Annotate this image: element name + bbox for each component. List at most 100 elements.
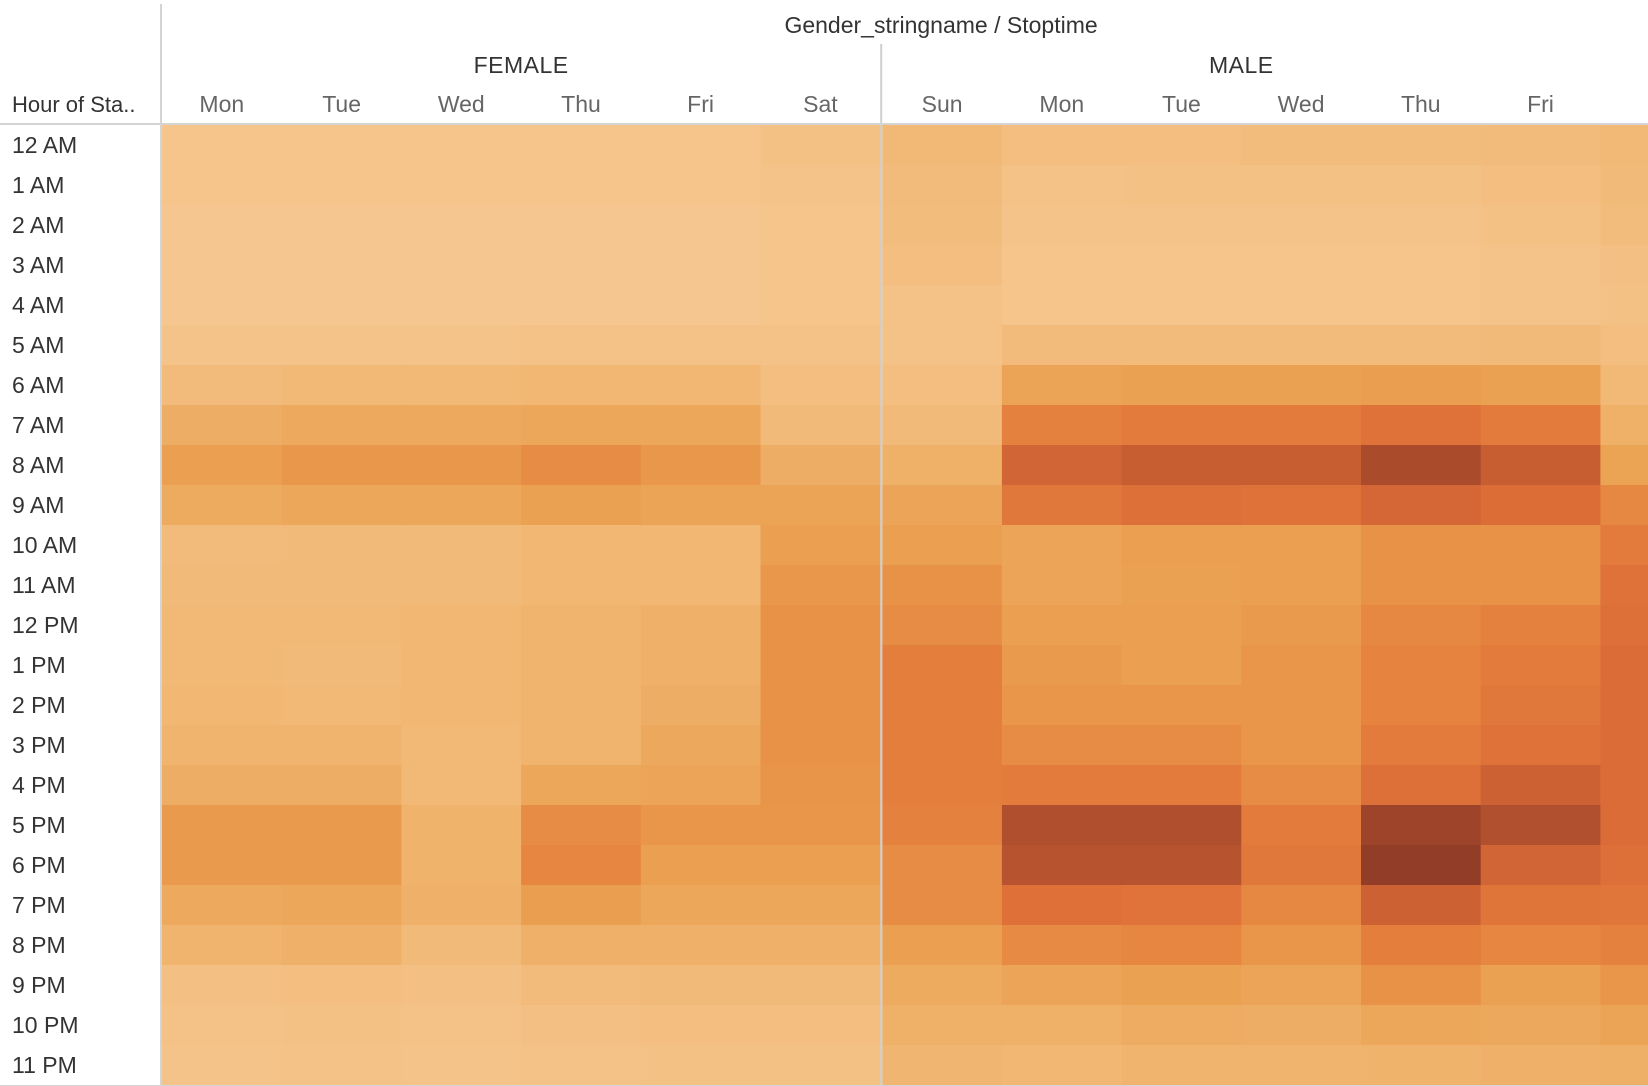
heatmap-cell [1600,685,1648,726]
heatmap-cell [1361,605,1482,646]
heatmap-cell [1121,485,1242,526]
heatmap-cell [1361,285,1482,326]
heatmap-cell [1001,285,1123,326]
heatmap-cell [640,285,762,326]
heatmap-cell [1001,765,1123,806]
column-header-tue: Tue [322,91,361,117]
heatmap-cell [281,845,402,886]
heatmap-cell [640,725,762,766]
heatmap-cell [1241,285,1362,326]
heatmap-cell [1241,405,1362,446]
row-label: 2 AM [12,212,64,238]
heatmap-cell [281,1045,402,1086]
heatmap-cell [281,965,402,1006]
heatmap-cell [162,845,283,886]
row-label: 3 AM [12,252,64,278]
heatmap-cell [640,525,762,566]
heatmap-cell [1241,805,1362,846]
heatmap-cell [162,165,283,206]
heatmap-cell [882,205,1003,246]
heatmap-cell [401,885,522,926]
group-header-male: MALE [1209,52,1274,78]
heatmap-cell [162,925,283,966]
heatmap-cell [1480,885,1601,926]
heatmap-cell [1361,965,1482,1006]
row-label: 2 PM [12,692,66,718]
heatmap-cell [401,645,522,686]
heatmap-cell [1001,965,1123,1006]
heatmap-cell [281,485,402,526]
heatmap-cell [281,765,402,806]
heatmap-cell [281,805,402,846]
heatmap-cell [760,565,881,606]
heatmap-cell [1121,525,1242,566]
row-label: 4 PM [12,772,66,798]
heatmap-cell [1241,845,1362,886]
heatmap-cell [401,325,522,366]
heatmap-cell [162,1005,283,1046]
heatmap-cell [1480,845,1601,886]
heatmap-cell [1600,245,1648,286]
row-label: 10 PM [12,1012,78,1038]
row-label: 10 AM [12,532,77,558]
heatmap-cell [1361,765,1482,806]
heatmap-cell [760,805,881,846]
heatmap-cell [1001,685,1123,726]
heatmap-cell [1121,805,1242,846]
heatmap-cell [640,765,762,806]
heatmap-cell [640,605,762,646]
heatmap-cell [162,325,283,366]
heatmap-cell [1121,125,1242,166]
heatmap-cell [401,725,522,766]
heatmap-cell [401,1005,522,1046]
heatmap-cell [1361,445,1482,486]
heatmap-cell [760,125,881,166]
heatmap-cell [1241,765,1362,806]
heatmap-cell [1361,685,1482,726]
heatmap-cell [401,925,522,966]
heatmap-cell [882,325,1003,366]
column-header-thu: Thu [1401,91,1441,117]
heatmap-cell [1001,925,1123,966]
heatmap-cell [882,805,1003,846]
heatmap-cell [162,965,283,1006]
heatmap-cell [162,685,283,726]
heatmap-cell [640,445,762,486]
row-label: 7 AM [12,412,64,438]
heatmap-cell [1600,165,1648,206]
heatmap-cell [401,1045,522,1086]
heatmap-cell [521,685,642,726]
heatmap-cell [1001,1045,1123,1086]
heatmap-cell [882,565,1003,606]
heatmap-cell [1241,1045,1362,1086]
heatmap-cell [1600,725,1648,766]
heatmap-cell [1121,885,1242,926]
row-label: 1 AM [12,172,64,198]
heatmap-cell [162,485,283,526]
heatmap-cell [521,925,642,966]
heatmap-cell [760,285,881,326]
heatmap-cell [882,125,1003,166]
column-header-wed: Wed [438,91,485,117]
heatmap-cell [640,165,762,206]
heatmap-cell [281,365,402,406]
heatmap-cell [640,965,762,1006]
heatmap-cell [401,365,522,406]
heatmap-cell [1600,125,1648,166]
heatmap-cell [1600,1045,1648,1086]
column-header-tue: Tue [1162,91,1201,117]
heatmap-cell [1600,525,1648,566]
heatmap-cell [1241,645,1362,686]
heatmap-cell [1001,365,1123,406]
heatmap-cell [760,725,881,766]
heatmap-cell [521,205,642,246]
heatmap-cell [760,845,881,886]
heatmap-cell [521,485,642,526]
heatmap-cell [1480,565,1601,606]
heatmap-cell [1361,325,1482,366]
row-label: 5 PM [12,812,66,838]
heatmap-cell [281,685,402,726]
heatmap-cell [1600,845,1648,886]
heatmap-cell [1121,565,1242,606]
